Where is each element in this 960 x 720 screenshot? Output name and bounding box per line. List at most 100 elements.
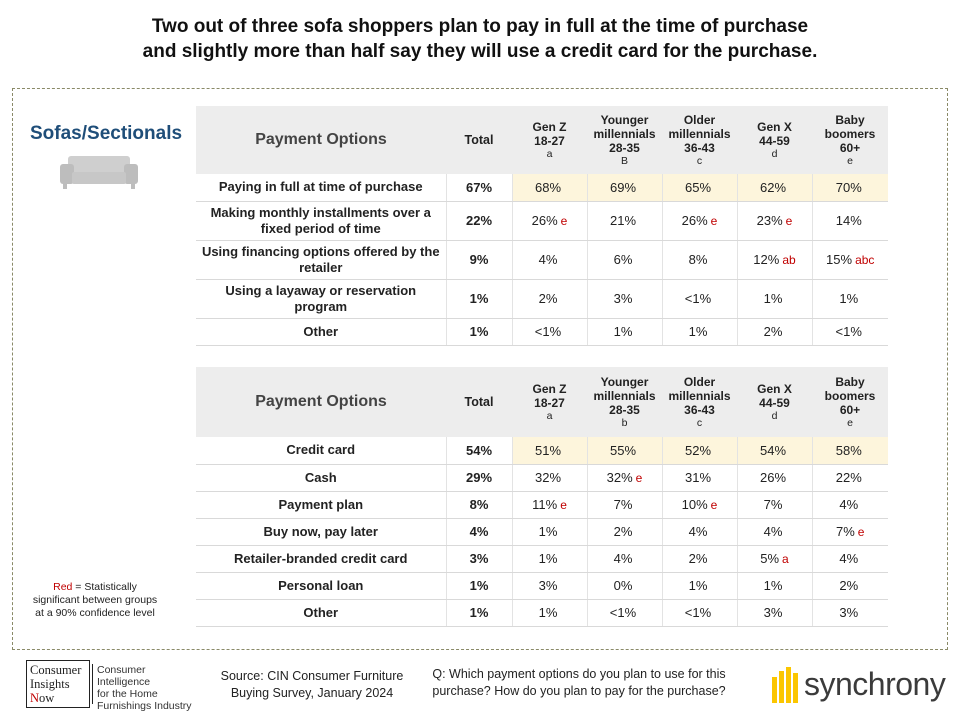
- row-label: Using financing options offered by the r…: [196, 240, 447, 280]
- cell-value: 3%: [737, 599, 813, 627]
- header-older-millennials: Older millennials 36-43 c: [662, 106, 737, 174]
- value: 21%: [609, 213, 637, 228]
- cell-value: 1%: [737, 279, 813, 319]
- header-baby-boomers: Baby boomers 60+ e: [812, 367, 888, 437]
- cell-value: 23% e: [737, 201, 813, 241]
- value: 4%: [538, 252, 558, 267]
- cell-value: 52%: [662, 437, 738, 465]
- cell-value: 11% e: [512, 491, 588, 519]
- cell-value: 1%: [512, 545, 588, 573]
- cin-logo-rest: ow: [39, 691, 55, 705]
- value: 2%: [688, 551, 708, 566]
- cell-value: 4%: [812, 545, 888, 573]
- row-label: Other: [196, 318, 447, 346]
- cell-value: 70%: [812, 174, 888, 202]
- cell-value: 55%: [587, 437, 663, 465]
- row-label: Making monthly installments over a fixed…: [196, 201, 447, 241]
- header-gen-z: Gen Z 18-27 a: [512, 367, 587, 437]
- header-line: millennials: [593, 388, 656, 403]
- source-line: Buying Survey, January 2024: [230, 686, 394, 700]
- cin-desc-line: for the Home: [97, 688, 158, 700]
- header-line: 60+: [839, 402, 861, 417]
- value: 4%: [839, 551, 859, 566]
- row-label: Other: [196, 599, 447, 627]
- value: 54%: [759, 442, 787, 458]
- value: 1%: [538, 524, 558, 539]
- cell-value: 7% e: [812, 518, 888, 546]
- value: 12%: [753, 252, 780, 267]
- row-total: 9%: [446, 240, 513, 280]
- table-row: Other 1% 1% <1% <1% 3% 3%: [196, 599, 888, 627]
- content-frame: [12, 88, 948, 650]
- cell-value: 3%: [587, 279, 663, 319]
- cell-value: 7%: [587, 491, 663, 519]
- significance-letters: e: [710, 498, 718, 512]
- cin-logo-box: Consumer Insights Now: [26, 660, 90, 708]
- value: 0%: [613, 578, 633, 593]
- value: 1%: [763, 291, 783, 306]
- table-row: Cash 29% 32% 32% e 31% 26% 22%: [196, 464, 888, 492]
- payment-options-table-1: Payment Options Total Gen Z 18-27 a Youn…: [196, 106, 888, 346]
- header-line: Gen X: [757, 381, 792, 396]
- header-line: Gen Z: [532, 381, 567, 396]
- cell-value: <1%: [662, 599, 738, 627]
- survey-question: Q: Which payment options do you plan to …: [424, 666, 734, 700]
- cell-value: 2%: [812, 572, 888, 600]
- cell-value: 32% e: [587, 464, 663, 492]
- header-line: Younger: [600, 112, 649, 127]
- header-younger-millennials: Younger millennials 28-35 B: [587, 106, 662, 174]
- header-line: Younger: [600, 374, 649, 389]
- cin-logo-line: Now: [30, 691, 86, 705]
- header-payment-options: Payment Options: [196, 106, 446, 174]
- payment-options-table-2: Payment Options Total Gen Z 18-27 a Youn…: [196, 367, 888, 627]
- cell-value: 21%: [587, 201, 663, 241]
- header-line: Older: [683, 112, 716, 127]
- value: 1%: [763, 578, 783, 593]
- header-line: Baby: [835, 374, 865, 389]
- header-gen-x: Gen X 44-59 d: [737, 367, 812, 437]
- cell-value: 1%: [512, 518, 588, 546]
- row-total: 1%: [446, 572, 513, 600]
- cell-value: 1%: [737, 572, 813, 600]
- value: <1%: [534, 324, 562, 339]
- table-header-row: Payment Options Total Gen Z 18-27 a Youn…: [196, 106, 888, 174]
- significance-letters: e: [560, 498, 567, 512]
- sofa-icon: [60, 156, 138, 189]
- cell-value: 0%: [587, 572, 663, 600]
- cell-value: 4%: [512, 240, 588, 280]
- value: 2%: [613, 524, 633, 539]
- cell-value: 10% e: [662, 491, 738, 519]
- value: 1%: [688, 324, 708, 339]
- value: 2%: [763, 324, 783, 339]
- row-label: Credit card: [196, 437, 447, 465]
- title-line-2: and slightly more than half say they wil…: [142, 41, 818, 62]
- cell-value: 26% e: [512, 201, 588, 241]
- value: 10%: [681, 497, 708, 512]
- cell-value: 3%: [512, 572, 588, 600]
- group-letter: e: [847, 416, 853, 429]
- row-label: Cash: [196, 464, 447, 492]
- header-line: 36-43: [684, 140, 715, 155]
- table-row: Payment plan 8% 11% e 7% 10% e 7% 4%: [196, 491, 888, 519]
- table-row: Credit card 54% 51% 55% 52% 54% 58%: [196, 437, 888, 465]
- header-younger-millennials: Younger millennials 28-35 b: [587, 367, 662, 437]
- group-letter: c: [696, 416, 703, 429]
- cell-value: <1%: [662, 279, 738, 319]
- value: <1%: [609, 605, 637, 620]
- question-line: purchase? How do you plan to pay for the…: [432, 684, 726, 698]
- table-row: Making monthly installments over a fixed…: [196, 201, 888, 241]
- row-label: Buy now, pay later: [196, 518, 447, 546]
- note-red-word: Red: [53, 581, 73, 593]
- value: 58%: [835, 442, 862, 458]
- table-row: Personal loan 1% 3% 0% 1% 1% 2%: [196, 572, 888, 600]
- table-row: Other 1% <1% 1% 1% 2% <1%: [196, 318, 888, 346]
- synchrony-wordmark: synchrony: [804, 666, 946, 702]
- row-total: 67%: [446, 174, 513, 202]
- header-line: 44-59: [759, 395, 790, 410]
- group-letter: a: [546, 409, 553, 422]
- value: 69%: [609, 179, 637, 195]
- value: 5%: [760, 551, 780, 566]
- header-line: 60+: [839, 140, 861, 155]
- significance-letters: ab: [782, 253, 796, 267]
- value: 55%: [609, 442, 637, 458]
